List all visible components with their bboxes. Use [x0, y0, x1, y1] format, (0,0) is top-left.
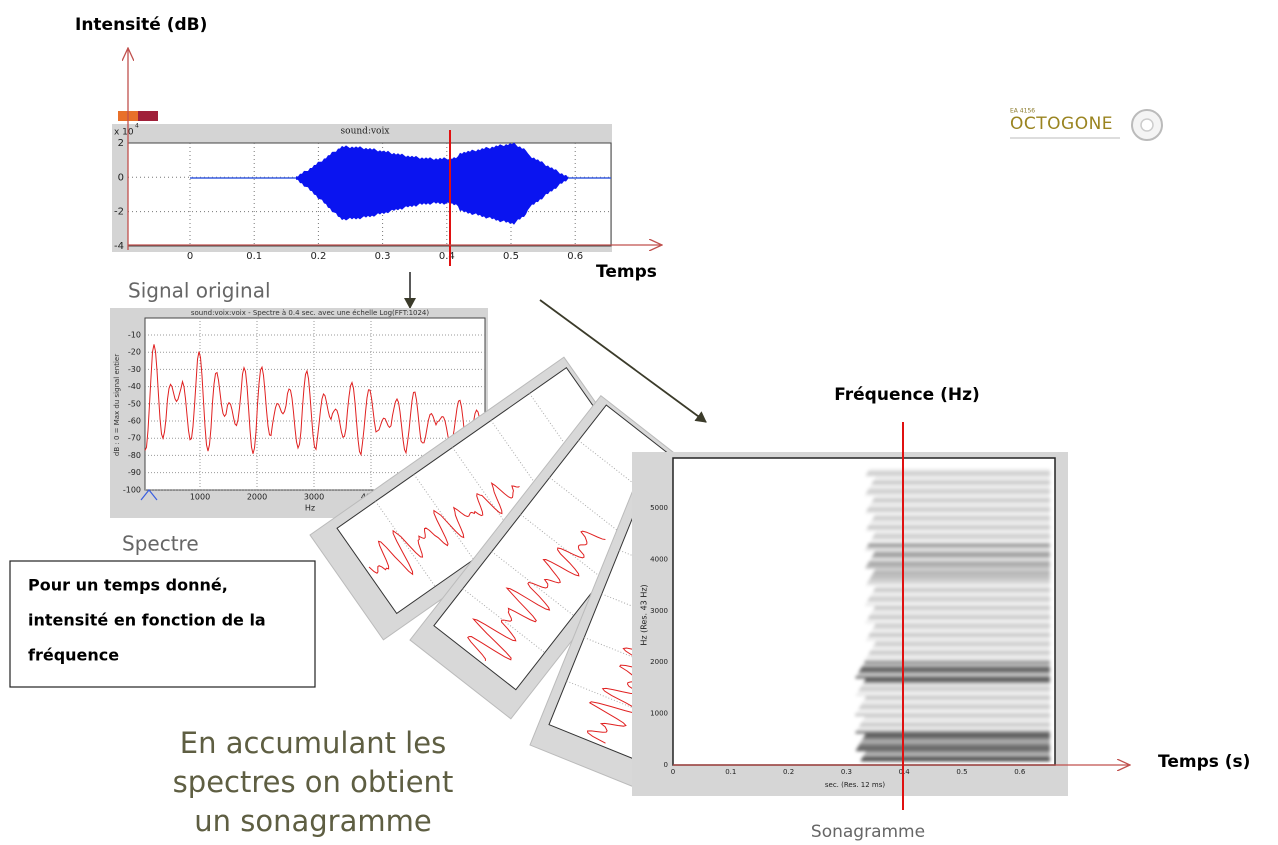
y-tick-label: 0	[118, 172, 124, 183]
y-tick-label: -30	[128, 365, 141, 374]
note-line: Pour un temps donné,	[28, 576, 228, 595]
x-tick-label: 0.2	[783, 768, 794, 776]
axis-label: Fréquence (Hz)	[834, 385, 980, 405]
x-tick-label: 0.1	[725, 768, 736, 776]
caption: Spectre	[122, 532, 199, 556]
y-tick-label: 4000	[650, 555, 668, 563]
summary-line: spectres on obtient	[173, 765, 454, 799]
spectrum-y-label: dB : 0 = Max du signal entier	[113, 354, 121, 456]
y-tick-label: -4	[114, 241, 124, 252]
y-tick-label: -20	[128, 348, 141, 357]
waveform-scale: x 10	[114, 128, 134, 138]
diagram: sound:voixx 10420-2-400.10.20.30.40.50.6…	[0, 0, 1278, 845]
y-tick-label: -100	[123, 485, 141, 494]
x-tick-label: 1000	[190, 493, 210, 502]
y-tick-label: 2	[118, 138, 124, 149]
logo-emblem-core	[1141, 119, 1153, 131]
spectrum-title: sound:voix:voix - Spectre à 0.4 sec. ave…	[191, 309, 430, 317]
x-tick-label: 0.1	[246, 251, 262, 262]
y-tick-label: -40	[128, 382, 141, 391]
logo-text: OCTOGONE	[1010, 114, 1113, 134]
sonagram-y-label: Hz (Res. 43 Hz)	[640, 584, 649, 645]
page: sound:voixx 10420-2-400.10.20.30.40.50.6…	[0, 0, 1278, 845]
y-tick-label: 5000	[650, 504, 668, 512]
axis-label: Intensité (dB)	[75, 15, 207, 35]
x-tick-label: 0.2	[310, 251, 326, 262]
axis-label: Temps	[596, 262, 657, 282]
y-tick-label: 0	[664, 761, 668, 769]
x-tick-label: 0.6	[1014, 768, 1026, 776]
axis-label: Temps (s)	[1158, 752, 1250, 772]
x-tick-label: 0.5	[956, 768, 967, 776]
x-tick-label: 0.6	[567, 251, 583, 262]
x-tick-label: 0.5	[503, 251, 519, 262]
x-tick-label: 0	[671, 768, 675, 776]
note-line: fréquence	[28, 646, 119, 665]
caption: Signal original	[128, 279, 271, 303]
y-tick-label: -50	[128, 399, 141, 408]
y-tick-label: 3000	[650, 607, 668, 615]
y-tick-label: -90	[128, 468, 141, 477]
spectrum-x-label: Hz	[305, 504, 315, 513]
sonagram-bands	[855, 470, 1050, 760]
y-tick-label: 2000	[650, 658, 668, 666]
summary-line: un sonagramme	[194, 804, 431, 838]
waveform-title: sound:voix	[341, 127, 390, 137]
note-line: intensité en fonction de la	[28, 611, 266, 630]
x-tick-label: 2000	[247, 493, 267, 502]
y-tick-label: -70	[128, 434, 141, 443]
waveform-badge-2	[138, 111, 158, 121]
summary-line: En accumulant les	[180, 726, 446, 760]
y-tick-label: -80	[128, 451, 141, 460]
x-tick-label: 3000	[304, 493, 324, 502]
y-tick-label: 1000	[650, 710, 668, 718]
x-tick-label: 0.4	[439, 251, 455, 262]
x-tick-label: 0.3	[841, 768, 852, 776]
y-tick-label: -2	[114, 207, 124, 218]
x-tick-label: 0.3	[375, 251, 391, 262]
sonagram-x-label: sec. (Res. 12 ms)	[825, 781, 886, 789]
caption: Sonagramme	[811, 822, 925, 842]
x-tick-label: 0	[187, 251, 193, 262]
y-tick-label: -10	[128, 331, 141, 340]
x-tick-label: 0.4	[899, 768, 911, 776]
waveform-scale-exp: 4	[135, 123, 139, 130]
y-tick-label: -60	[128, 417, 141, 426]
